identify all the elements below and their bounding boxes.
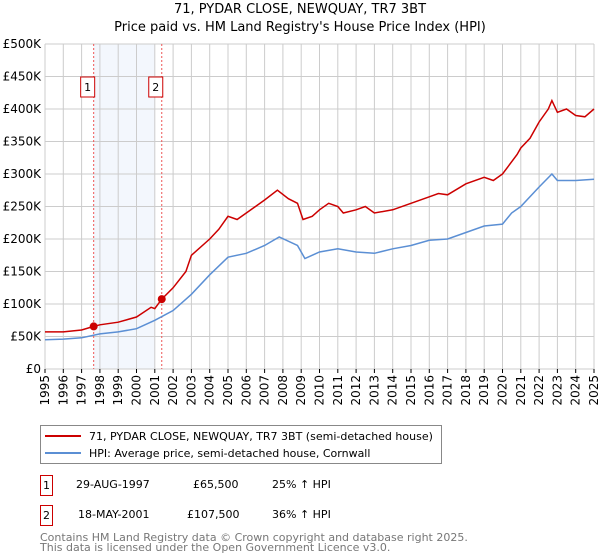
x-tick-label: 2003 [184,375,198,406]
y-tick-label: £250K [3,200,43,214]
footer-licence: This data is licensed under the Open Gov… [40,541,391,554]
chart-title: 71, PYDAR CLOSE, NEWQUAY, TR7 3BT [173,2,427,17]
x-tick-label: 2008 [276,375,290,406]
footer-copyright: Contains HM Land Registry data © Crown c… [40,531,468,544]
x-tick-label: 2014 [386,375,400,406]
x-tick-label: 1997 [75,375,89,406]
legend-blue-line [45,452,81,454]
x-tick-label: 2013 [367,375,381,406]
x-tick-label: 2018 [459,375,473,406]
chart-subtitle: Price paid vs. HM Land Registry's House … [114,20,486,35]
x-tick-label: 2016 [422,375,436,406]
sale-date: 29-AUG-1997 [76,478,150,491]
y-tick-label: £100K [3,297,43,311]
x-tick-label: 2005 [221,375,235,406]
sale-price: £107,500 [187,508,240,521]
x-tick-label: 2002 [166,375,180,406]
legend-red-line [45,435,81,437]
sale-marker-label: 2 [152,81,159,94]
sale-marker-label: 1 [84,81,91,94]
sale-price: £65,500 [193,478,239,491]
legend: 71, PYDAR CLOSE, NEWQUAY, TR7 3BT (semi-… [40,425,442,464]
y-tick-label: £300K [3,167,43,181]
x-tick-label: 1998 [93,375,107,406]
y-tick-label: £150K [3,265,43,279]
x-tick-label: 2006 [239,375,253,406]
x-tick-label: 1996 [56,375,70,406]
y-tick-label: £400K [3,102,43,116]
sale-row: 2 18-MAY-2001 £107,500 36% ↑ HPI [40,505,400,526]
sale-badge: 1 [40,475,53,496]
sale-marker-box [148,76,164,98]
sale-point [157,295,166,304]
x-tick-label: 1995 [38,375,52,406]
sale-hpi: 25% ↑ HPI [272,478,331,491]
sale-hpi: 36% ↑ HPI [272,508,331,521]
x-tick-label: 2007 [258,375,272,406]
sale-row: 1 29-AUG-1997 £65,500 25% ↑ HPI [40,475,400,496]
sale-date: 18-MAY-2001 [78,508,150,521]
y-tick-label: £450K [3,70,43,84]
series-line [45,98,595,333]
x-tick-label: 2024 [569,375,583,406]
y-tick-label: £200K [3,232,43,246]
x-tick-label: 2020 [496,375,510,406]
x-tick-label: 2023 [550,375,564,406]
x-tick-label: 2021 [514,375,528,406]
y-tick-label: £350K [3,135,43,149]
x-tick-label: 2022 [532,375,546,406]
x-tick-label: 2017 [441,375,455,406]
x-tick-label: 2010 [313,375,327,406]
series-line [44,172,595,341]
sale-badge: 2 [40,505,53,526]
y-tick-label: £500K [3,37,43,51]
sale-point [89,322,98,331]
x-tick-label: 1999 [111,375,125,406]
x-tick-label: 2000 [130,375,144,406]
x-tick-label: 2009 [294,375,308,406]
x-tick-label: 2019 [477,375,491,406]
x-tick-label: 2015 [404,375,418,406]
x-tick-label: 2011 [331,375,345,406]
y-tick-label: £0 [26,362,41,376]
plot-area: £0 £50K £100K £150K £200K £250K £300K £350K £400… [3,37,600,406]
legend-label-hpi: HPI: Average price, semi-detached house,… [89,446,371,460]
legend-label-property: 71, PYDAR CLOSE, NEWQUAY, TR7 3BT (semi-… [89,429,433,443]
y-tick-label: £50K [10,330,42,344]
x-tick-label: 2025 [587,375,600,406]
x-tick-label: 2001 [148,375,162,406]
x-tick-label: 2004 [203,375,217,406]
x-tick-label: 2012 [349,375,363,406]
sale-marker-box [80,76,96,98]
